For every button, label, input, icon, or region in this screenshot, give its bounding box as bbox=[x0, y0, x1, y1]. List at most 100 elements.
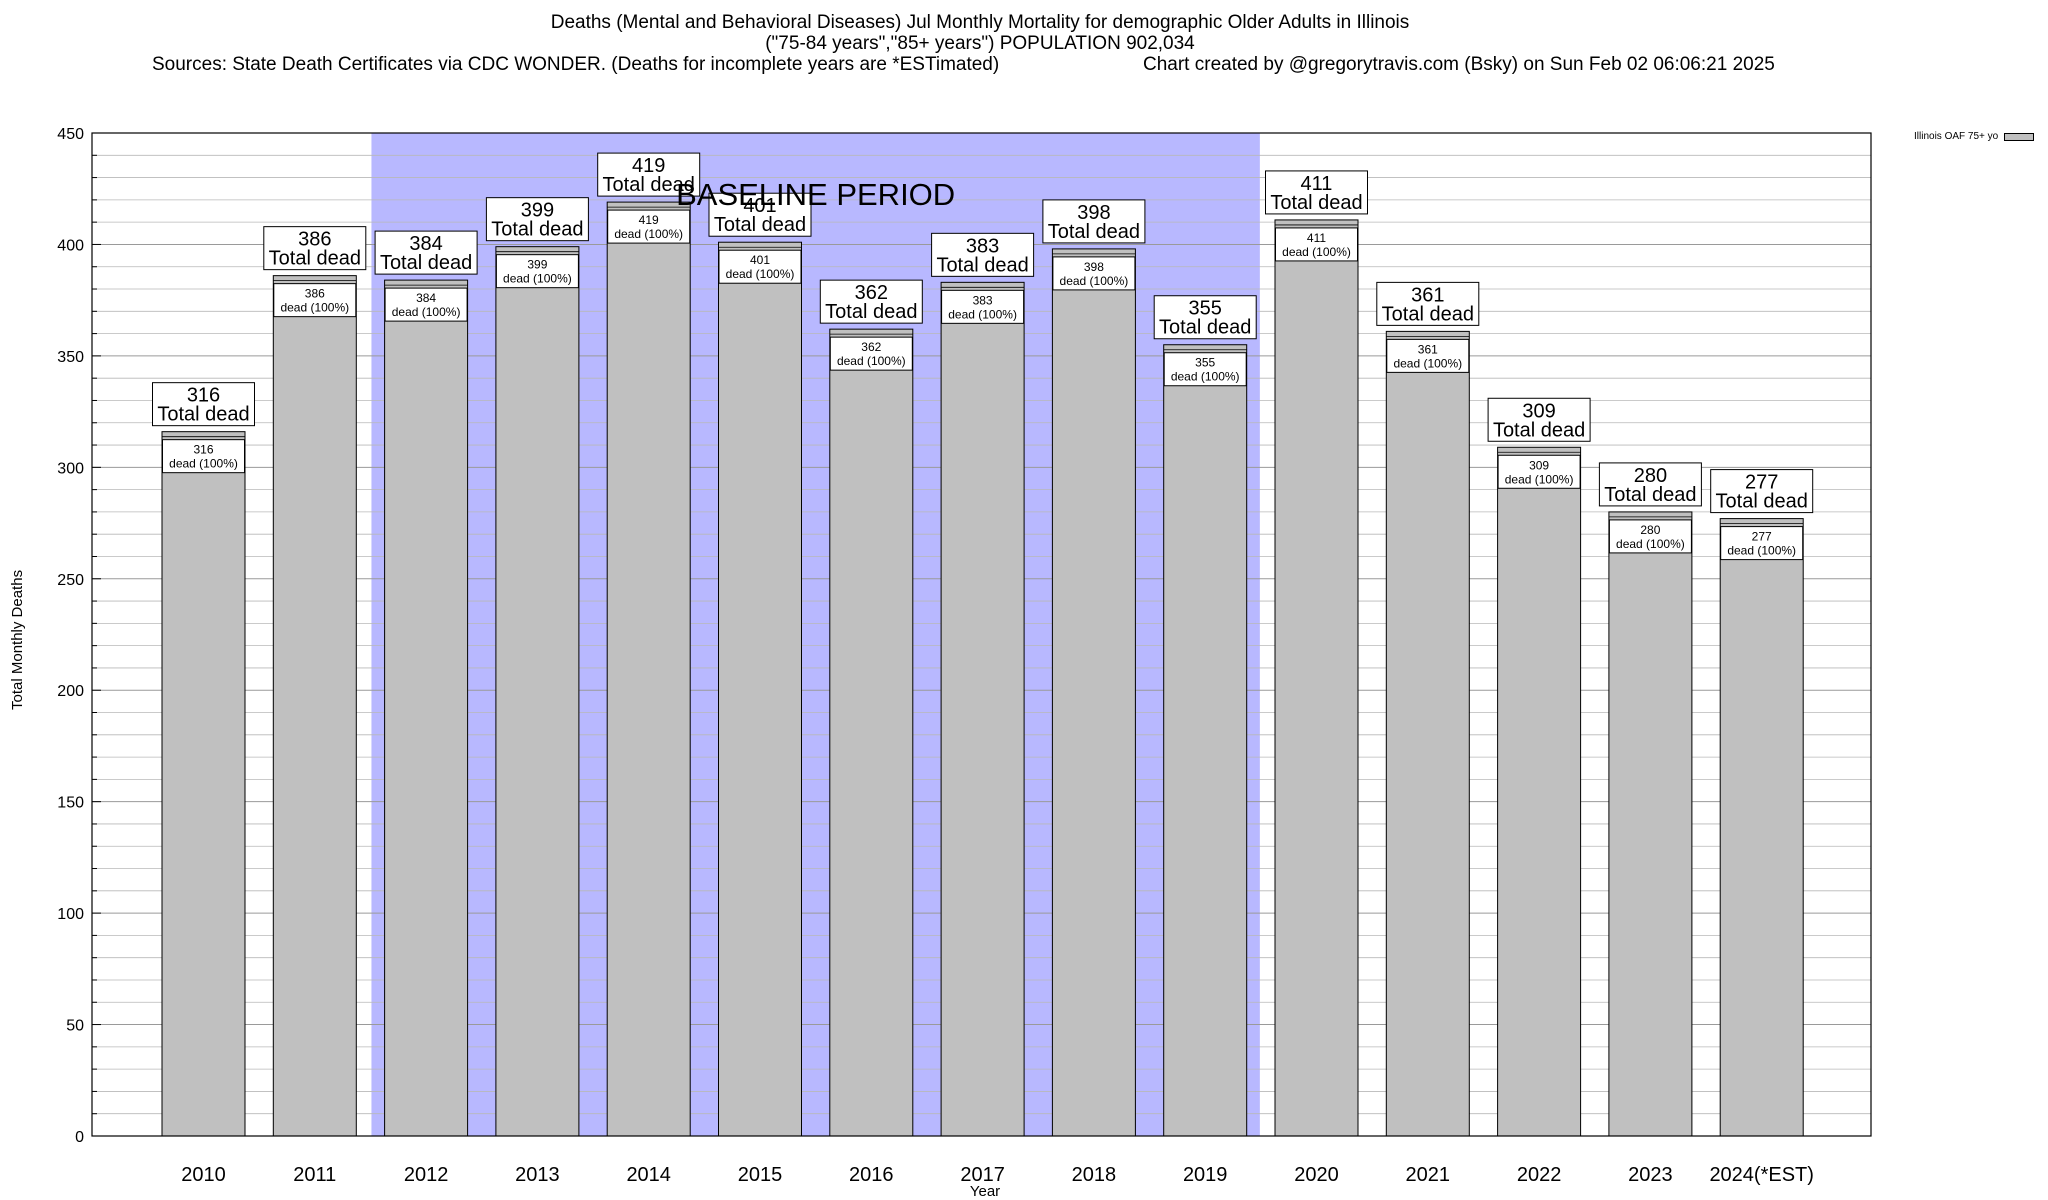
bar bbox=[1051, 248, 1136, 1137]
outer-label-text: Total dead bbox=[825, 301, 917, 323]
outer-label-text: Total dead bbox=[157, 404, 249, 426]
outer-label-box bbox=[152, 382, 255, 427]
outer-label-box bbox=[485, 197, 589, 242]
outer-label-box bbox=[819, 279, 923, 324]
outer-label-text: Total dead bbox=[1716, 491, 1808, 513]
x-tick-label: 2014 bbox=[626, 1164, 671, 1186]
inner-label-value: 361 bbox=[1418, 342, 1438, 356]
x-tick-label: 2010 bbox=[181, 1164, 226, 1186]
outer-label-text: Total dead bbox=[380, 252, 472, 274]
outer-label-value: 280 bbox=[1634, 465, 1667, 487]
y-tick-label: 200 bbox=[57, 683, 84, 700]
inner-label-text: dead (100%) bbox=[726, 267, 795, 281]
outer-label-value: 355 bbox=[1189, 298, 1222, 320]
y-tick-label: 150 bbox=[57, 795, 84, 812]
inner-label-box bbox=[1052, 256, 1136, 291]
outer-label-text: Total dead bbox=[1604, 484, 1696, 506]
x-tick-label: 2016 bbox=[849, 1164, 894, 1186]
inner-label-value: 419 bbox=[639, 213, 659, 227]
outer-label-text: Total dead bbox=[1159, 317, 1251, 339]
chart-credit: Chart created by @gregorytravis.com (Bsk… bbox=[1143, 54, 1775, 75]
outer-label-value: 309 bbox=[1522, 400, 1555, 422]
outer-label-box bbox=[708, 192, 812, 237]
plot-frame bbox=[91, 132, 1872, 1137]
chart-legend: Illinois OAF 75+ yo bbox=[1914, 131, 2035, 142]
inner-label-box bbox=[273, 283, 357, 318]
outer-label-value: 386 bbox=[298, 229, 331, 251]
inner-label-box bbox=[1163, 352, 1247, 387]
outer-label-box bbox=[374, 230, 478, 275]
bar bbox=[161, 431, 246, 1137]
outer-label-box bbox=[1710, 469, 1814, 514]
outer-label-box bbox=[597, 152, 701, 197]
chart-sources: Sources: State Death Certificates via CD… bbox=[152, 54, 1000, 75]
inner-label-value: 411 bbox=[1307, 231, 1326, 245]
y-tick-label: 100 bbox=[57, 906, 84, 923]
inner-label-value: 383 bbox=[973, 293, 993, 307]
inner-label-value: 309 bbox=[1529, 458, 1549, 472]
inner-label-box bbox=[1386, 338, 1470, 373]
outer-label-box bbox=[1042, 199, 1146, 244]
inner-label-value: 401 bbox=[750, 253, 770, 267]
outer-label-text: Total dead bbox=[936, 254, 1028, 276]
x-tick-label: 2024(*EST) bbox=[1709, 1164, 1814, 1186]
outer-label-value: 384 bbox=[409, 233, 442, 255]
inner-label-value: 386 bbox=[305, 287, 325, 301]
inner-label-value: 280 bbox=[1640, 523, 1660, 537]
outer-label-text: Total dead bbox=[714, 214, 806, 236]
outer-label-text: Total dead bbox=[269, 248, 361, 270]
y-tick-label: 0 bbox=[75, 1129, 84, 1146]
x-tick-label: 2012 bbox=[404, 1164, 449, 1186]
bar bbox=[1719, 518, 1804, 1137]
x-tick-label: 2019 bbox=[1183, 1164, 1228, 1186]
baseline-label: BASELINE PERIOD bbox=[676, 177, 955, 212]
chart-subtitle: ("75-84 years","85+ years") POPULATION 9… bbox=[765, 33, 1195, 54]
chart-title: Deaths (Mental and Behavioral Diseases) … bbox=[550, 12, 1410, 33]
outer-label-value: 398 bbox=[1077, 202, 1110, 224]
inner-label-text: dead (100%) bbox=[1616, 537, 1685, 551]
outer-label-text: Total dead bbox=[1493, 419, 1585, 441]
bar bbox=[1274, 219, 1359, 1137]
inner-label-text: dead (100%) bbox=[1505, 472, 1574, 486]
inner-label-box bbox=[607, 209, 691, 244]
outer-label-box bbox=[1265, 170, 1368, 215]
inner-label-text: dead (100%) bbox=[837, 354, 906, 368]
y-tick-label: 400 bbox=[57, 237, 84, 254]
outer-label-box bbox=[931, 232, 1035, 277]
outer-label-text: Total dead bbox=[1048, 221, 1140, 243]
x-tick-label: 2017 bbox=[960, 1164, 1005, 1186]
inner-label-value: 398 bbox=[1084, 260, 1104, 274]
inner-label-text: dead (100%) bbox=[503, 272, 572, 286]
inner-label-text: dead (100%) bbox=[1171, 370, 1240, 384]
outer-label-box bbox=[1487, 397, 1591, 442]
bar bbox=[606, 201, 691, 1137]
chart-title-block: Deaths (Mental and Behavioral Diseases) … bbox=[0, 12, 1960, 54]
outer-label-box bbox=[1376, 281, 1480, 326]
inner-label-box bbox=[829, 336, 913, 371]
inner-label-text: dead (100%) bbox=[1282, 245, 1351, 259]
bar bbox=[940, 281, 1025, 1137]
outer-label-value: 361 bbox=[1411, 284, 1444, 306]
x-tick-label: 2011 bbox=[293, 1164, 336, 1186]
bar bbox=[829, 328, 914, 1137]
inner-label-text: dead (100%) bbox=[1393, 356, 1462, 370]
inner-label-box bbox=[941, 289, 1025, 324]
inner-label-value: 355 bbox=[1195, 356, 1215, 370]
outer-label-value: 277 bbox=[1745, 472, 1778, 494]
inner-label-text: dead (100%) bbox=[392, 305, 461, 319]
inner-label-value: 277 bbox=[1752, 530, 1772, 544]
inner-label-value: 399 bbox=[527, 258, 547, 272]
outer-label-box bbox=[1598, 462, 1702, 507]
inner-label-value: 362 bbox=[861, 340, 881, 354]
bar bbox=[1497, 446, 1582, 1137]
bar bbox=[1385, 330, 1470, 1137]
bar bbox=[384, 279, 469, 1137]
y-tick-label: 250 bbox=[57, 572, 84, 589]
outer-label-value: 419 bbox=[632, 155, 665, 177]
outer-label-value: 401 bbox=[743, 195, 776, 217]
outer-label-value: 399 bbox=[521, 200, 554, 222]
outer-label-text: Total dead bbox=[1382, 303, 1474, 325]
inner-label-box bbox=[1720, 526, 1804, 561]
inner-label-text: dead (100%) bbox=[948, 307, 1017, 321]
x-tick-label: 2013 bbox=[515, 1164, 560, 1186]
